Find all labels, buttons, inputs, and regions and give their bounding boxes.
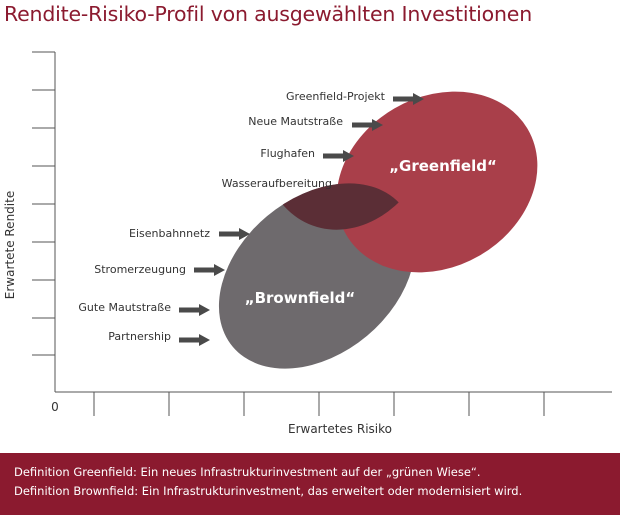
investment-label: Eisenbahnnetz	[129, 227, 210, 240]
page-title: Rendite-Risiko-Profil von ausgewählten I…	[4, 2, 532, 26]
investment-label: Stromerzeugung	[94, 263, 186, 276]
investment-label: Greenfield-Projekt	[286, 90, 386, 103]
x-axis-label: Erwartetes Risiko	[288, 422, 392, 436]
investment-label: Gute Mautstraße	[78, 301, 171, 314]
greenfield-region	[336, 91, 538, 273]
investment-label: Wasseraufbereitung	[222, 177, 332, 190]
brownfield-label: „Brownfield“	[245, 289, 356, 307]
arrow-right-icon	[393, 93, 424, 105]
x-axis-ticks	[93, 392, 545, 416]
y-axis-ticks	[32, 51, 55, 356]
arrow-right-icon	[179, 304, 210, 316]
investment-label: Neue Mautstraße	[248, 115, 343, 128]
investment-labels: Greenfield-Projekt Neue Mautstraße Flughaf…	[78, 90, 424, 346]
origin-label: 0	[51, 400, 59, 414]
investment-label: Flughafen	[260, 147, 315, 160]
arrow-right-icon	[323, 150, 354, 162]
greenfield-definition: Definition Greenfield: Ein neues Infrast…	[14, 465, 481, 479]
risk-return-diagram: „Greenfield“ „Brownfield“ Greenfield-Pro…	[3, 51, 612, 436]
arrow-right-icon	[219, 228, 250, 240]
y-axis	[32, 51, 56, 392]
y-axis-label: Erwartete Rendite	[3, 191, 17, 299]
definition-footer: Definition Greenfield: Ein neues Infrast…	[0, 453, 620, 515]
arrow-right-icon	[352, 119, 383, 131]
arrow-right-icon	[194, 264, 225, 276]
greenfield-label: „Greenfield“	[389, 157, 497, 175]
brownfield-definition: Definition Brownfield: Ein Infrastruktur…	[14, 484, 523, 498]
investment-label: Partnership	[108, 330, 171, 343]
arrow-right-icon	[179, 334, 210, 346]
x-axis	[55, 391, 612, 416]
